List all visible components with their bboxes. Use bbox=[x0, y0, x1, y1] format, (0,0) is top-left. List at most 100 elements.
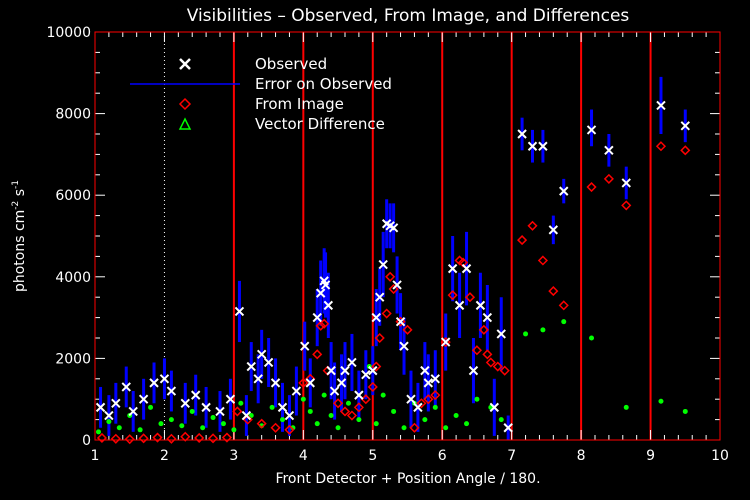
difference-point bbox=[307, 408, 313, 414]
difference-point bbox=[280, 417, 285, 423]
difference-point bbox=[116, 425, 122, 431]
observed-point bbox=[430, 374, 440, 384]
observed-point bbox=[482, 312, 493, 323]
from-image-point bbox=[464, 292, 476, 303]
observed-point bbox=[375, 292, 385, 302]
legend-label: Observed bbox=[255, 55, 327, 73]
observed-point bbox=[680, 121, 690, 131]
x-tick-label: 2 bbox=[160, 448, 169, 464]
difference-point bbox=[106, 419, 112, 425]
difference-point bbox=[373, 421, 379, 427]
legend: Observed Error on Observed From Image Vecto… bbox=[130, 55, 392, 133]
from-image-point bbox=[110, 433, 121, 444]
observed-point bbox=[368, 365, 378, 376]
difference-point bbox=[401, 425, 407, 431]
chart-title: Visibilities – Observed, From Image, and… bbox=[187, 6, 630, 26]
from-image-point bbox=[423, 394, 434, 405]
observed-point bbox=[234, 306, 245, 317]
from-image-point bbox=[430, 390, 441, 401]
from-image-point bbox=[207, 433, 219, 444]
observed-point bbox=[347, 357, 357, 368]
observed-point bbox=[246, 361, 256, 372]
from-image-point bbox=[194, 432, 205, 444]
from-image-point bbox=[180, 431, 191, 442]
from-image-point bbox=[166, 433, 177, 444]
x-tick-label: 3 bbox=[229, 448, 238, 464]
difference-point bbox=[168, 417, 174, 423]
from-image-point bbox=[603, 173, 614, 184]
from-image-point bbox=[482, 349, 493, 360]
difference-point bbox=[356, 417, 362, 423]
from-image-point bbox=[152, 432, 163, 443]
legend-label: From Image bbox=[255, 95, 344, 113]
from-image-point bbox=[680, 145, 691, 156]
difference-point bbox=[540, 327, 546, 333]
observed-point bbox=[559, 186, 569, 196]
y-tick-label: 2000 bbox=[55, 351, 91, 367]
from-image-point bbox=[478, 324, 489, 335]
difference-point bbox=[453, 413, 459, 419]
observed-point bbox=[215, 406, 225, 417]
observed-point bbox=[440, 337, 451, 347]
from-image-point bbox=[371, 361, 382, 372]
observed-point bbox=[447, 263, 458, 274]
from-image-point bbox=[284, 424, 295, 435]
from-image-point bbox=[315, 320, 326, 331]
data-layer bbox=[95, 76, 691, 445]
observed-point bbox=[604, 145, 614, 156]
legend-label: Error on Observed bbox=[255, 75, 392, 93]
observed-point bbox=[121, 382, 131, 392]
x-tick-label: 9 bbox=[646, 448, 655, 464]
plot-frame bbox=[94, 31, 721, 441]
observed-point bbox=[277, 402, 288, 413]
from-image-point bbox=[409, 422, 420, 433]
observed-point bbox=[336, 378, 347, 388]
observed-point bbox=[128, 406, 138, 417]
difference-point bbox=[335, 425, 341, 431]
observed-point bbox=[149, 378, 159, 388]
from-image-point bbox=[416, 398, 427, 409]
from-image-point bbox=[402, 324, 413, 335]
y-tick-label: 10000 bbox=[46, 25, 91, 41]
observed-point bbox=[326, 365, 336, 376]
observed-point bbox=[413, 402, 423, 413]
observed-point bbox=[340, 365, 350, 376]
observed-point bbox=[312, 312, 322, 323]
from-image-point bbox=[492, 361, 503, 372]
observed-point bbox=[320, 280, 331, 290]
legend-from-image-symbol bbox=[178, 97, 192, 111]
from-image-point bbox=[447, 290, 458, 301]
from-image-point bbox=[381, 308, 392, 319]
observed-point bbox=[399, 341, 409, 351]
observed-point bbox=[548, 225, 559, 235]
from-image-point bbox=[360, 394, 371, 405]
observed-point bbox=[395, 316, 406, 327]
from-image-point bbox=[312, 349, 323, 360]
from-image-point bbox=[385, 271, 396, 282]
observed-point bbox=[190, 390, 201, 400]
observed-point bbox=[361, 370, 371, 380]
difference-point bbox=[137, 427, 143, 433]
difference-point bbox=[443, 425, 449, 431]
difference-point bbox=[345, 400, 351, 406]
observed-point bbox=[253, 374, 263, 384]
difference-point bbox=[189, 408, 195, 414]
x-tick-label: 6 bbox=[438, 448, 447, 464]
y-tick-label: 0 bbox=[82, 433, 91, 449]
observed-point bbox=[329, 386, 340, 396]
difference-point bbox=[498, 417, 504, 423]
observed-point bbox=[496, 329, 506, 339]
observed-point bbox=[527, 141, 538, 151]
from-image-point bbox=[517, 235, 528, 246]
observed-point bbox=[95, 402, 106, 413]
from-image-point bbox=[537, 255, 548, 266]
from-image-point bbox=[124, 434, 135, 445]
observed-point bbox=[586, 125, 597, 135]
y-axis-label-exp1: -2 bbox=[11, 201, 21, 210]
observed-point bbox=[263, 357, 274, 368]
observed-point bbox=[225, 394, 236, 404]
difference-point bbox=[682, 408, 688, 414]
observed-point bbox=[180, 398, 190, 408]
observed-point bbox=[138, 394, 149, 404]
